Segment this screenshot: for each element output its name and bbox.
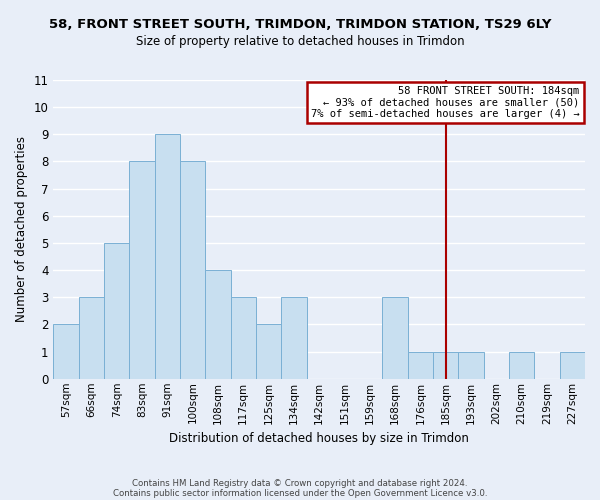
Text: 58, FRONT STREET SOUTH, TRIMDON, TRIMDON STATION, TS29 6LY: 58, FRONT STREET SOUTH, TRIMDON, TRIMDON… (49, 18, 551, 30)
Bar (509, 352, 535, 379)
X-axis label: Distribution of detached houses by size in Trimdon: Distribution of detached houses by size … (169, 432, 469, 445)
Y-axis label: Number of detached properties: Number of detached properties (15, 136, 28, 322)
Bar (53, 324, 79, 379)
Bar (180, 162, 205, 379)
Bar (560, 352, 585, 379)
Text: 58 FRONT STREET SOUTH: 184sqm
← 93% of detached houses are smaller (50)
7% of se: 58 FRONT STREET SOUTH: 184sqm ← 93% of d… (311, 86, 580, 119)
Bar (408, 352, 433, 379)
Bar (281, 298, 307, 379)
Bar (79, 298, 104, 379)
Bar (230, 298, 256, 379)
Bar (155, 134, 180, 379)
Bar (104, 243, 130, 379)
Text: Contains HM Land Registry data © Crown copyright and database right 2024.: Contains HM Land Registry data © Crown c… (132, 478, 468, 488)
Text: Size of property relative to detached houses in Trimdon: Size of property relative to detached ho… (136, 35, 464, 48)
Bar (130, 162, 155, 379)
Bar (256, 324, 281, 379)
Bar (205, 270, 230, 379)
Text: Contains public sector information licensed under the Open Government Licence v3: Contains public sector information licen… (113, 488, 487, 498)
Bar (382, 298, 408, 379)
Bar (433, 352, 458, 379)
Bar (458, 352, 484, 379)
